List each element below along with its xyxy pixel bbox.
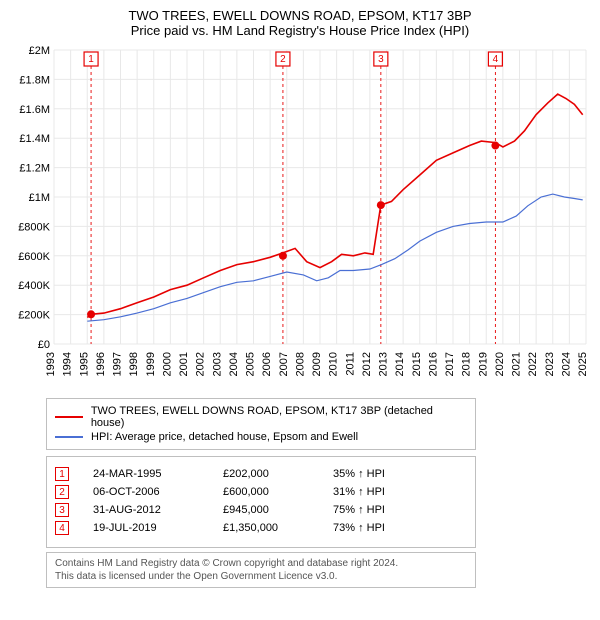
chart-svg: £0 £200K £400K £600K £800K £1M £1.2M £1.4M £1.6M…: [10, 44, 590, 394]
svg-text:2: 2: [280, 54, 286, 65]
svg-text:2017: 2017: [444, 352, 456, 376]
row-pct: 75% ↑ HPI: [333, 504, 467, 516]
row-price: £1,350,000: [223, 522, 333, 534]
svg-text:£400K: £400K: [18, 280, 50, 292]
svg-text:2007: 2007: [278, 352, 290, 376]
svg-text:2003: 2003: [211, 352, 223, 376]
row-date: 24-MAR-1995: [93, 468, 223, 480]
svg-text:2023: 2023: [544, 352, 556, 376]
svg-text:£600K: £600K: [18, 251, 50, 263]
svg-text:2022: 2022: [527, 352, 539, 376]
svg-text:£200K: £200K: [18, 310, 50, 322]
svg-text:2016: 2016: [427, 352, 439, 376]
legend-swatch: [55, 436, 83, 438]
svg-text:2013: 2013: [378, 352, 390, 376]
svg-text:2004: 2004: [228, 352, 240, 376]
legend-swatch: [55, 416, 83, 418]
footnote-line-1: Contains HM Land Registry data © Crown c…: [55, 557, 467, 570]
row-date: 06-OCT-2006: [93, 486, 223, 498]
svg-text:2002: 2002: [195, 352, 207, 376]
svg-text:4: 4: [493, 54, 499, 65]
svg-text:2025: 2025: [577, 352, 589, 376]
table-row: 4 19-JUL-2019£1,350,00073% ↑ HPI: [55, 521, 467, 535]
svg-text:2024: 2024: [560, 352, 572, 376]
row-marker: 2: [55, 485, 69, 499]
table-row: 2 06-OCT-2006£600,00031% ↑ HPI: [55, 485, 467, 499]
svg-text:1994: 1994: [62, 352, 74, 376]
svg-text:1: 1: [88, 54, 94, 65]
svg-text:2010: 2010: [328, 352, 340, 376]
svg-text:2011: 2011: [344, 352, 356, 376]
svg-text:2005: 2005: [245, 352, 257, 376]
svg-text:2000: 2000: [161, 352, 173, 376]
svg-text:1993: 1993: [45, 352, 57, 376]
chart-subtitle: Price paid vs. HM Land Registry's House …: [10, 23, 590, 38]
svg-text:2006: 2006: [261, 352, 273, 376]
row-marker: 3: [55, 503, 69, 517]
svg-text:2014: 2014: [394, 352, 406, 376]
svg-text:2020: 2020: [494, 352, 506, 376]
svg-text:£1.6M: £1.6M: [19, 104, 50, 116]
svg-text:3: 3: [378, 54, 384, 65]
svg-text:£0: £0: [38, 339, 50, 351]
svg-text:1995: 1995: [78, 352, 90, 376]
svg-text:1996: 1996: [95, 352, 107, 376]
sales-table: 1 24-MAR-1995£202,00035% ↑ HPI 2 06-OCT-200…: [46, 456, 476, 548]
svg-text:£1.4M: £1.4M: [19, 133, 50, 145]
svg-text:2008: 2008: [294, 352, 306, 376]
row-pct: 31% ↑ HPI: [333, 486, 467, 498]
row-pct: 73% ↑ HPI: [333, 522, 467, 534]
svg-text:1998: 1998: [128, 352, 140, 376]
svg-text:2009: 2009: [311, 352, 323, 376]
svg-text:1997: 1997: [112, 352, 124, 376]
row-marker: 4: [55, 521, 69, 535]
legend-row: TWO TREES, EWELL DOWNS ROAD, EPSOM, KT17…: [55, 405, 467, 429]
row-price: £600,000: [223, 486, 333, 498]
row-price: £945,000: [223, 504, 333, 516]
svg-text:2018: 2018: [461, 352, 473, 376]
row-date: 31-AUG-2012: [93, 504, 223, 516]
svg-text:2015: 2015: [411, 352, 423, 376]
svg-text:£1.8M: £1.8M: [19, 74, 50, 86]
svg-text:£1.2M: £1.2M: [19, 163, 50, 175]
row-price: £202,000: [223, 468, 333, 480]
legend-row: HPI: Average price, detached house, Epso…: [55, 431, 467, 443]
svg-text:£800K: £800K: [18, 221, 50, 233]
svg-text:1999: 1999: [145, 352, 157, 376]
plot-area: £0 £200K £400K £600K £800K £1M £1.2M £1.4M £1.6M…: [10, 44, 590, 394]
footnote-line-2: This data is licensed under the Open Gov…: [55, 570, 467, 583]
table-row: 1 24-MAR-1995£202,00035% ↑ HPI: [55, 467, 467, 481]
chart-container: TWO TREES, EWELL DOWNS ROAD, EPSOM, KT17…: [0, 0, 600, 592]
row-marker: 1: [55, 467, 69, 481]
legend-label: HPI: Average price, detached house, Epso…: [91, 431, 358, 443]
svg-text:2001: 2001: [178, 352, 190, 376]
svg-text:2019: 2019: [477, 352, 489, 376]
svg-text:2012: 2012: [361, 352, 373, 376]
svg-text:£1M: £1M: [29, 192, 50, 204]
svg-text:£2M: £2M: [29, 45, 50, 57]
chart-title: TWO TREES, EWELL DOWNS ROAD, EPSOM, KT17…: [10, 8, 590, 23]
legend-label: TWO TREES, EWELL DOWNS ROAD, EPSOM, KT17…: [91, 405, 467, 429]
row-date: 19-JUL-2019: [93, 522, 223, 534]
row-pct: 35% ↑ HPI: [333, 468, 467, 480]
table-row: 3 31-AUG-2012£945,00075% ↑ HPI: [55, 503, 467, 517]
svg-text:2021: 2021: [511, 352, 523, 376]
footnote: Contains HM Land Registry data © Crown c…: [46, 552, 476, 588]
legend: TWO TREES, EWELL DOWNS ROAD, EPSOM, KT17…: [46, 398, 476, 450]
